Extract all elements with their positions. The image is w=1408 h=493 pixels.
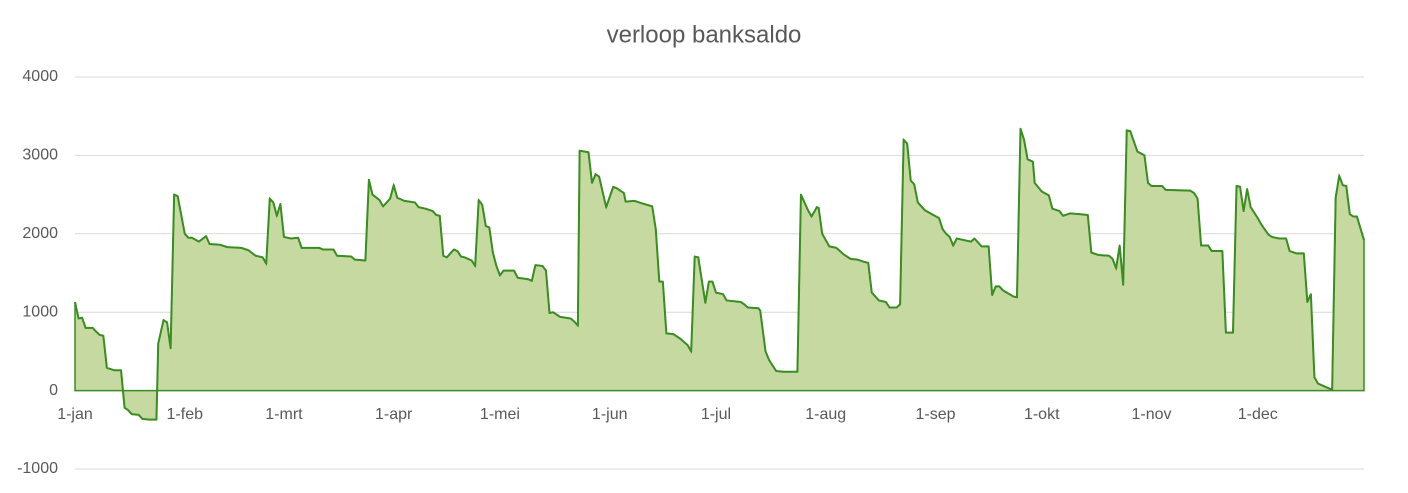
x-tick-label: 1-jun: [592, 406, 628, 423]
x-tick-label: 1-mei: [480, 406, 520, 423]
x-tick-label: 1-nov: [1132, 406, 1172, 423]
line: [74, 127, 1365, 421]
x-tick-label: 1-okt: [1024, 406, 1060, 423]
y-tick-label: 2000: [22, 225, 58, 242]
x-tick-label: 1-feb: [167, 406, 204, 423]
x-tick-label: 1-mrt: [265, 406, 303, 423]
y-tick-label: -1000: [17, 460, 58, 477]
x-tick-label: 1-jul: [701, 406, 731, 423]
x-tick-label: 1-sep: [915, 406, 955, 423]
y-tick-label: 4000: [22, 68, 58, 85]
y-tick-label: 0: [49, 382, 58, 399]
y-tick-label: 1000: [22, 303, 58, 320]
x-tick-label: 1-apr: [375, 406, 413, 423]
y-tick-label: 3000: [22, 147, 58, 164]
x-tick-label: 1-dec: [1238, 406, 1278, 423]
x-tick-label: 1-jan: [57, 406, 93, 423]
chart-title: verloop banksaldo: [607, 21, 802, 48]
area: [74, 128, 1365, 421]
x-tick-label: 1-aug: [805, 406, 846, 423]
